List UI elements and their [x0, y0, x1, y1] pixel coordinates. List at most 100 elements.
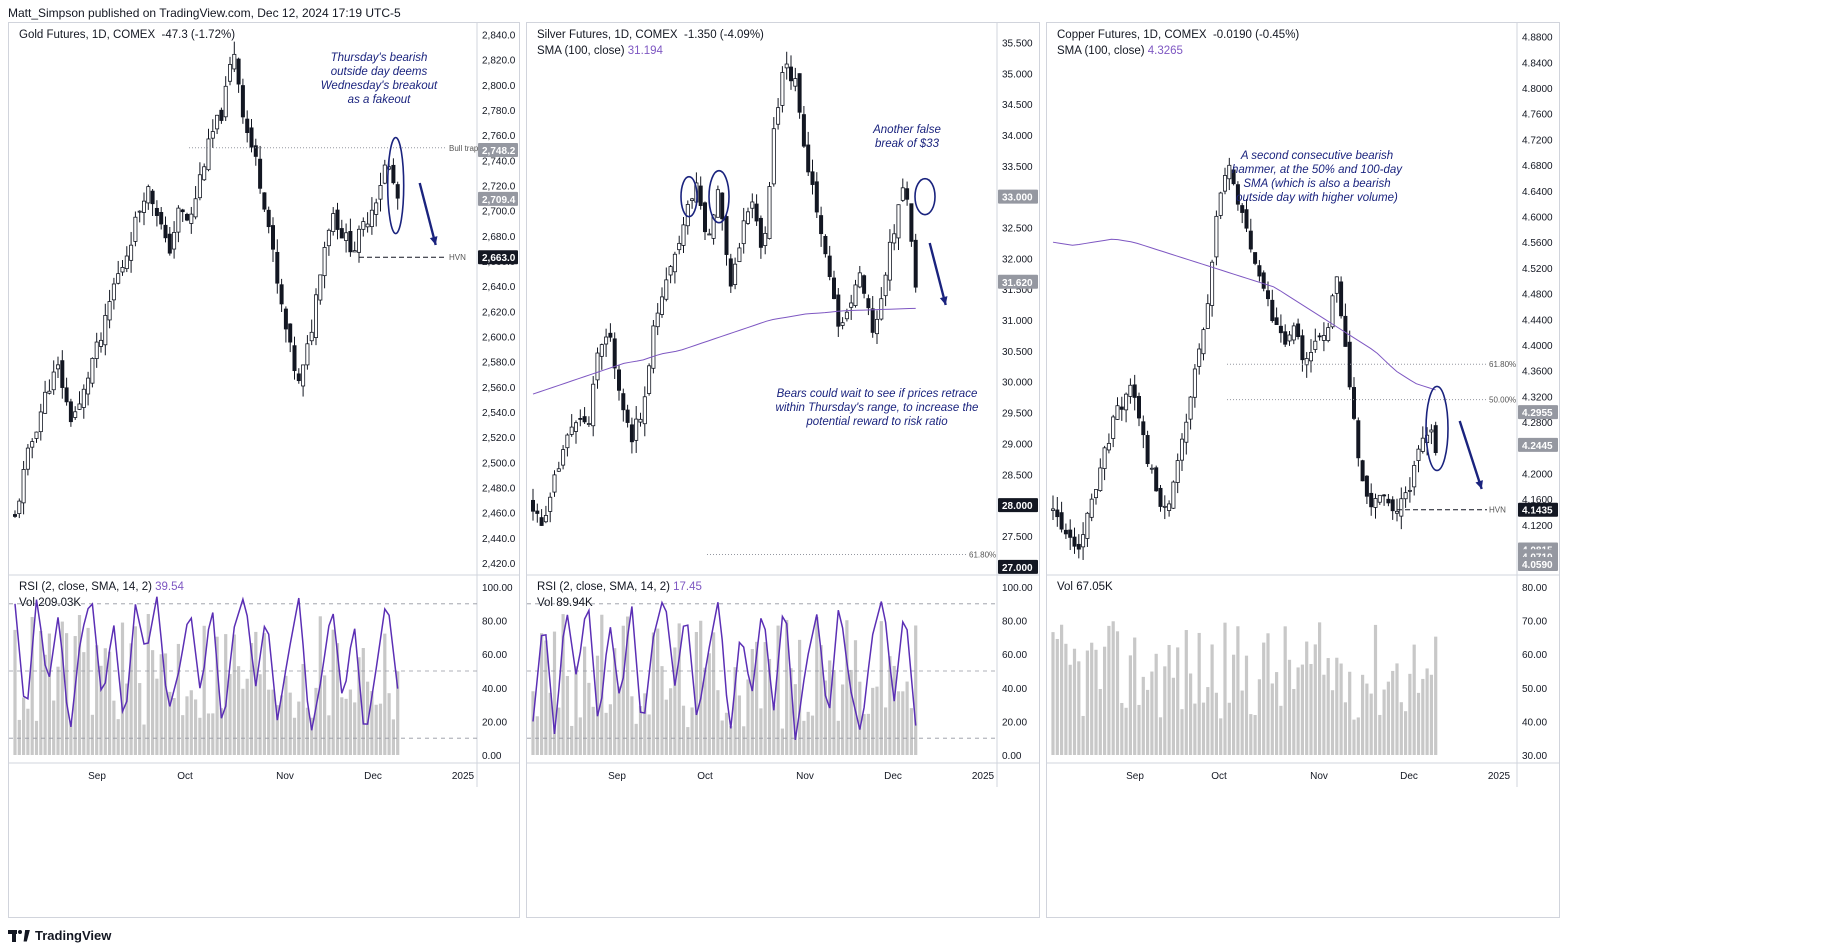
y-tick-label: 2,600.0 — [482, 332, 516, 343]
candle-body — [1102, 447, 1107, 469]
level-label: 61.80% — [969, 550, 996, 559]
volume-bar — [95, 645, 99, 755]
silver-chart-svg[interactable]: 35.500 35.000 34.500 34.000 33.500 33.000 32.5… — [527, 23, 1039, 917]
volume-bar — [353, 702, 357, 755]
candle-body — [677, 242, 682, 251]
volume-bar — [82, 652, 86, 755]
candle-body — [866, 298, 871, 309]
candle-body — [1244, 209, 1249, 229]
candle-body — [94, 341, 99, 359]
volume-bar — [370, 691, 374, 755]
candle-body — [245, 118, 250, 133]
volume-bar — [1313, 644, 1317, 755]
volume-bar — [254, 631, 258, 755]
candle-body — [356, 228, 361, 253]
candle-body — [857, 272, 862, 288]
candle-body — [189, 213, 194, 224]
x-tick-label: Dec — [1400, 771, 1418, 782]
candle-body — [180, 209, 185, 213]
candle-body — [1394, 510, 1399, 514]
volume-bar — [673, 647, 677, 755]
silver-chart-pane[interactable]: 35.500 35.000 34.500 34.000 33.500 33.000 32.5… — [526, 22, 1040, 918]
copper-vol-label: Vol — [1057, 581, 1073, 593]
candle-body — [1192, 368, 1197, 398]
volume-bar — [1154, 653, 1158, 755]
candle-body — [240, 85, 245, 118]
volume-bar — [1064, 643, 1068, 755]
volume-bar — [742, 726, 746, 755]
candle-body — [617, 369, 622, 391]
copper-sma-legend: SMA (100, close) 4.3265 — [1057, 45, 1183, 57]
volume-bar — [540, 633, 544, 755]
candle-body — [844, 311, 849, 320]
level-label: 50.00% — [1489, 396, 1516, 405]
candle-body — [905, 188, 910, 200]
candle-body — [1132, 384, 1137, 398]
candle-body — [793, 78, 798, 87]
volume-bar — [151, 650, 155, 755]
volume-bar — [202, 625, 206, 755]
bearish-arrow-head — [1475, 480, 1483, 489]
copper-chart-svg[interactable]: 4.8800 4.8400 4.8000 4.7600 4.7200 4.6800 4.64… — [1047, 23, 1559, 917]
footer-brand[interactable]: TradingView — [8, 928, 111, 943]
price-label-box — [1518, 557, 1558, 572]
candle-body — [154, 207, 159, 216]
candle-body — [1248, 230, 1253, 250]
candle-body — [1278, 325, 1283, 334]
candle-body — [625, 409, 630, 423]
volume-bar — [836, 720, 840, 755]
copper-chart-pane[interactable]: 4.8800 4.8400 4.8000 4.7600 4.7200 4.6800 4.64… — [1046, 22, 1560, 918]
volume-bar — [608, 704, 612, 755]
candle-body — [840, 322, 845, 326]
candle-body — [1106, 442, 1111, 451]
y-tick-label: 31.000 — [1002, 316, 1033, 327]
sub-y-tick-label: 60.00 — [1002, 650, 1027, 661]
candle-body — [1162, 505, 1167, 508]
candle-body — [1416, 448, 1421, 461]
volume-bar — [669, 688, 673, 755]
volume-bar — [361, 648, 365, 755]
volume-bar — [1128, 655, 1132, 755]
candle-body — [344, 232, 349, 241]
candle-body — [608, 332, 613, 338]
candle-body — [711, 214, 716, 239]
candle-body — [223, 85, 228, 118]
x-tick-label: Oct — [697, 771, 713, 782]
gold-vol-label: Vol — [19, 597, 35, 609]
price-label-text: 27.000 — [1002, 563, 1033, 574]
candle-body — [836, 294, 841, 327]
candle-body — [582, 416, 587, 423]
volume-bar — [1137, 704, 1141, 755]
candle-body — [784, 63, 789, 69]
y-tick-label: 2,740.0 — [482, 156, 516, 167]
volume-bar — [1352, 719, 1356, 755]
volume-bar — [552, 631, 557, 755]
volume-bar — [1257, 679, 1261, 755]
gold-chart-pane[interactable]: 2,840.0 2,820.0 2,800.0 2,780.0 2,760.0 2,740… — [8, 22, 520, 918]
volume-bar — [288, 692, 292, 755]
candle-body — [1334, 276, 1339, 294]
volume-bar — [600, 614, 604, 755]
candle-body — [879, 298, 884, 320]
volume-bar — [772, 704, 776, 755]
candle-body — [741, 220, 746, 245]
annotation-text: SMA (which is also a bearish — [1243, 178, 1390, 190]
candle-body — [578, 418, 583, 420]
y-tick-label: 2,840.0 — [482, 31, 516, 42]
volume-bar — [574, 666, 578, 755]
y-tick-label: 4.3200 — [1522, 392, 1553, 403]
candle-body — [150, 190, 155, 205]
x-tick-label: 2025 — [452, 771, 475, 782]
candle-body — [621, 393, 626, 411]
sub-y-tick-label: 40.00 — [1002, 684, 1027, 695]
candle-body — [655, 312, 660, 328]
candle-body — [1137, 396, 1142, 419]
candle-body — [1188, 396, 1193, 420]
volume-bar — [1309, 663, 1313, 755]
annotation-text: Thursday's bearish — [331, 52, 428, 64]
candle-body — [1154, 467, 1159, 492]
gold-chart-svg[interactable]: 2,840.0 2,820.0 2,800.0 2,780.0 2,760.0 2,740… — [9, 23, 519, 917]
volume-bar — [888, 656, 892, 755]
gold-change: -47.3 (-1.72%) — [161, 29, 236, 41]
volume-bar — [340, 697, 344, 755]
